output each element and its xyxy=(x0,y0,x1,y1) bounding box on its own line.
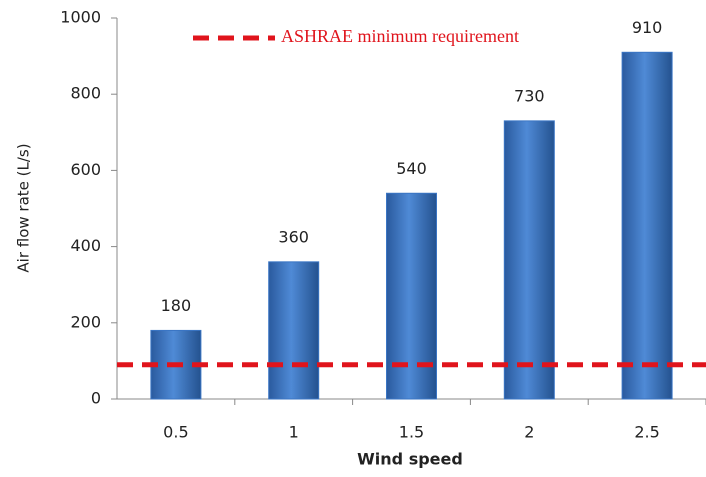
bar xyxy=(503,120,555,400)
y-tick-label: 0 xyxy=(91,389,101,408)
x-tick-label: 0.5 xyxy=(163,423,188,442)
y-tick-label: 400 xyxy=(70,236,101,255)
y-axis-label: Air flow rate (L/s) xyxy=(15,143,33,272)
x-axis-label: Wind speed xyxy=(357,450,463,469)
x-tick-label: 2 xyxy=(524,423,534,442)
data-label: 180 xyxy=(161,296,192,315)
x-tick-label: 1 xyxy=(289,423,299,442)
data-label: 910 xyxy=(632,18,663,37)
y-tick-label: 600 xyxy=(70,160,101,179)
x-tick-label: 2.5 xyxy=(634,423,659,442)
data-label: 360 xyxy=(278,227,309,246)
legend-label: ASHRAE minimum requirement xyxy=(281,26,519,46)
y-tick-label: 200 xyxy=(70,312,101,331)
data-label: 730 xyxy=(514,86,545,105)
y-tick-label: 1000 xyxy=(60,8,101,27)
y-tick-label: 800 xyxy=(70,84,101,103)
bar xyxy=(386,192,437,400)
x-tick-label: 1.5 xyxy=(399,423,424,442)
bar xyxy=(621,51,673,400)
data-label: 540 xyxy=(396,159,427,178)
bar xyxy=(268,261,320,400)
